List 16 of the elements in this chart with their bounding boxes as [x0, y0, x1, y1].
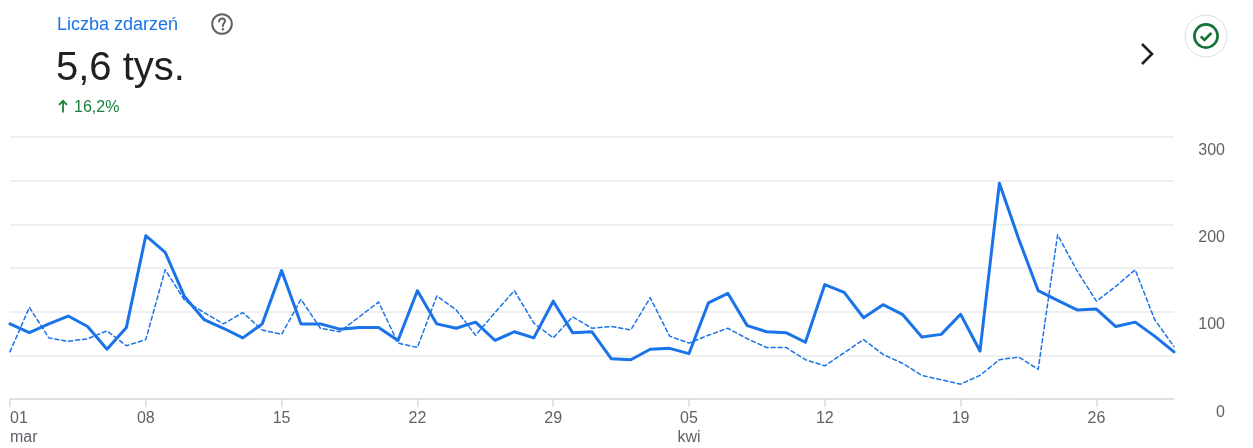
x-tick-label: 26: [1087, 409, 1106, 426]
x-tick-label: 01 mar: [10, 409, 39, 445]
chart-subtitle: 5,6 tys.: [56, 43, 185, 89]
y-tick-label: 100: [1198, 315, 1226, 333]
y-tick-label: 300: [1198, 140, 1226, 158]
x-tick-label: 19: [951, 409, 970, 426]
x-tick-label: 22: [408, 409, 427, 426]
x-tick-label: 08: [136, 409, 155, 426]
y-tick-label: 0: [1216, 402, 1226, 420]
x-tick-label: 29: [544, 409, 563, 426]
x-tick-label: 05 kwi: [677, 409, 701, 445]
x-tick-label: 12: [815, 409, 834, 426]
text: 16,2%: [74, 97, 120, 117]
x-tick-label: 15: [272, 409, 291, 426]
chart-title: Liczba zdarzeń: [57, 13, 179, 35]
y-tick-label: 200: [1198, 227, 1226, 245]
